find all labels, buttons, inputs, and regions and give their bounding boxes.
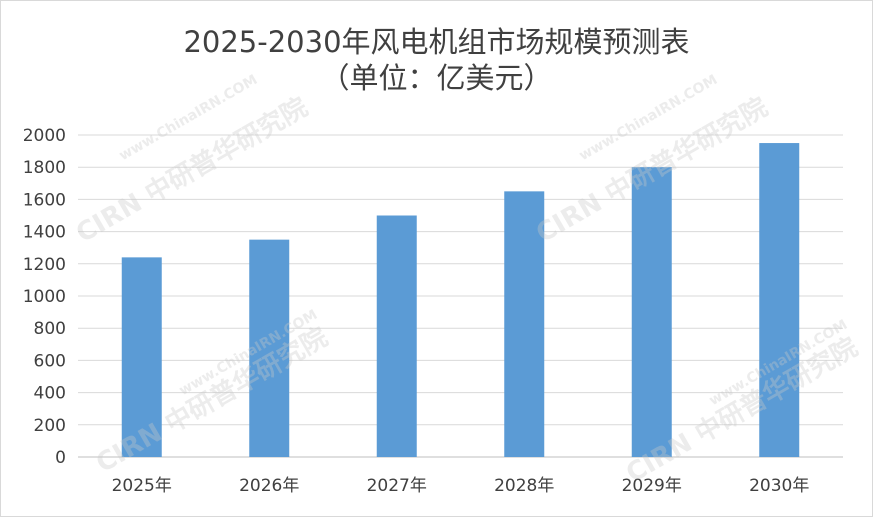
x-tick-label: 2025年 <box>112 476 172 496</box>
x-tick-label: 2026年 <box>239 476 299 496</box>
bar <box>376 215 417 457</box>
y-tick-label: 1400 <box>23 223 66 243</box>
chart-title: 2025-2030年风电机组市场规模预测表 <box>183 25 690 59</box>
y-tick-label: 2000 <box>23 126 66 146</box>
bar <box>631 167 672 457</box>
y-tick-label: 1200 <box>23 255 66 275</box>
chart-subtitle: （单位：亿美元） <box>320 61 553 95</box>
y-tick-label: 600 <box>34 351 66 371</box>
bar <box>504 191 545 457</box>
y-tick-label: 800 <box>34 319 66 339</box>
y-tick-label: 1800 <box>23 158 66 178</box>
y-tick-label: 0 <box>55 448 66 468</box>
y-tick-label: 1000 <box>23 287 66 307</box>
x-tick-label: 2028年 <box>494 476 554 496</box>
x-tick-label: 2029年 <box>622 476 682 496</box>
bar <box>249 239 290 457</box>
x-tick-label: 2030年 <box>749 476 809 496</box>
y-tick-label: 400 <box>34 384 66 404</box>
bar <box>121 257 162 457</box>
y-tick-label: 200 <box>34 416 66 436</box>
bar <box>759 143 800 458</box>
y-tick-label: 1600 <box>23 190 66 210</box>
x-tick-label: 2027年 <box>367 476 427 496</box>
